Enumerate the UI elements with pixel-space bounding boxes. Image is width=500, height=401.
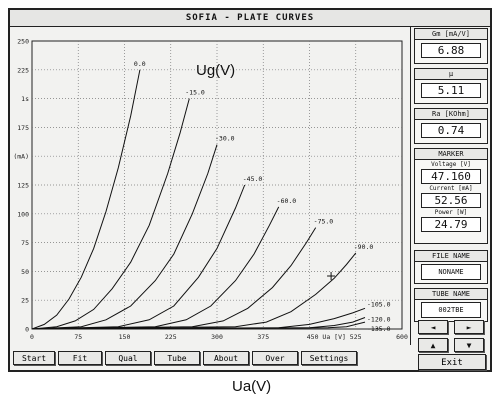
tube-button[interactable]: Tube xyxy=(154,351,200,365)
plate-curve xyxy=(31,184,246,330)
curve-label: 0.0 xyxy=(134,60,146,68)
mu-value: 5.11 xyxy=(421,83,481,98)
window-title: SOFIA - PLATE CURVES xyxy=(10,10,490,27)
arrow-right-button[interactable]: ► xyxy=(454,320,484,334)
x-tick-label: 300 xyxy=(211,333,223,341)
x-tick-label: 225 xyxy=(165,333,177,341)
arrow-left-button[interactable]: ◄ xyxy=(418,320,448,334)
bottom-toolbar: Start Fit Qual Tube About Over Settings xyxy=(10,346,410,370)
x-tick-label: 150 xyxy=(119,333,131,341)
power-value: 24.79 xyxy=(421,217,481,232)
ra-value: 0.74 xyxy=(421,123,481,138)
y-tick-label: 125 xyxy=(17,182,29,190)
curve-label: -30.0 xyxy=(215,135,235,143)
y-tick-label: 100 xyxy=(17,210,29,218)
x-tick-label: 75 xyxy=(74,333,82,341)
curve-label: -105.0 xyxy=(367,300,391,308)
y-tick-label: 50 xyxy=(21,268,29,276)
mu-panel: μ 5.11 xyxy=(414,68,488,104)
x-tick-label: 450 Ua [V] 525 xyxy=(307,333,362,341)
curve-label: -120.0 xyxy=(367,315,391,323)
curve-label: -90.0 xyxy=(354,243,374,251)
y-tick-label: 1s xyxy=(21,95,29,103)
gm-panel: Gm [mA/V] 6.88 xyxy=(414,28,488,64)
over-button[interactable]: Over xyxy=(252,351,298,365)
arrow-down-button[interactable]: ▼ xyxy=(454,338,484,352)
curve-label: -15.0 xyxy=(185,89,205,97)
file-name-label: FILE NAME xyxy=(415,251,487,262)
voltage-value: 47.160 xyxy=(421,169,481,184)
curve-label: -75.0 xyxy=(314,218,334,226)
plate-curve xyxy=(31,206,280,330)
y-tick-label: 250 xyxy=(17,38,29,46)
plate-curve xyxy=(31,321,366,330)
plate-curve xyxy=(31,227,317,330)
curve-label: -45.0 xyxy=(243,175,263,183)
voltage-label: Voltage [V] xyxy=(431,161,471,168)
x-tick-label: 375 xyxy=(257,333,269,341)
mu-label: μ xyxy=(415,69,487,80)
curve-label: -135.0 xyxy=(367,325,391,333)
right-panel: Gm [mA/V] 6.88 μ 5.11 Ra [KOhm] 0.74 MAR… xyxy=(414,28,490,370)
gm-value: 6.88 xyxy=(421,43,481,58)
arrow-up-button[interactable]: ▲ xyxy=(418,338,448,352)
power-label: Power [W] xyxy=(434,209,468,216)
tube-name-field[interactable]: 002TBE xyxy=(421,302,481,318)
app-window: SOFIA - PLATE CURVES 250 225 1s 175 (mA) 125 1… xyxy=(8,8,492,372)
y-tick-label: (mA) xyxy=(13,153,29,161)
y-tick-label: 225 xyxy=(17,66,29,74)
x-tick-label: 600 xyxy=(396,333,408,341)
curve-label: -60.0 xyxy=(277,197,297,205)
ra-panel: Ra [KOhm] 0.74 xyxy=(414,108,488,144)
settings-button[interactable]: Settings xyxy=(301,351,357,365)
ra-label: Ra [KOhm] xyxy=(415,109,487,120)
plate-curve xyxy=(31,69,141,330)
y-tick-label: 175 xyxy=(17,124,29,132)
current-value: 52.56 xyxy=(421,193,481,208)
tube-name-panel: TUBE NAME 002TBE xyxy=(414,288,488,322)
plate-curve xyxy=(31,144,218,330)
marker-panel: MARKER Voltage [V] 47.160 Current [mA] 5… xyxy=(414,148,488,244)
file-name-field[interactable]: NONAME xyxy=(421,264,481,280)
qual-button[interactable]: Qual xyxy=(105,351,151,365)
tube-name-label: TUBE NAME xyxy=(415,289,487,300)
plate-curves-plot: 250 225 1s 175 (mA) 125 100 75 50 25 0 0 75 150 225 300… xyxy=(10,27,411,345)
fit-button[interactable]: Fit xyxy=(58,351,102,365)
gm-label: Gm [mA/V] xyxy=(415,29,487,40)
start-button[interactable]: Start xyxy=(13,351,55,365)
plate-curve xyxy=(31,98,190,330)
file-name-panel: FILE NAME NONAME xyxy=(414,250,488,284)
y-tick-label: 25 xyxy=(21,297,29,305)
about-button[interactable]: About xyxy=(203,351,249,365)
y-tick-label: 0 xyxy=(25,326,29,334)
plate-voltage-annotation: Ua(V) xyxy=(232,378,272,395)
y-tick-label: 75 xyxy=(21,239,29,247)
plate-curve xyxy=(31,252,357,330)
grid-voltage-annotation: Ug(V) xyxy=(196,62,236,79)
marker-label: MARKER xyxy=(415,149,487,160)
exit-button[interactable]: Exit xyxy=(418,354,486,370)
current-label: Current [mA] xyxy=(429,185,473,192)
x-tick-label: 0 xyxy=(30,333,34,341)
